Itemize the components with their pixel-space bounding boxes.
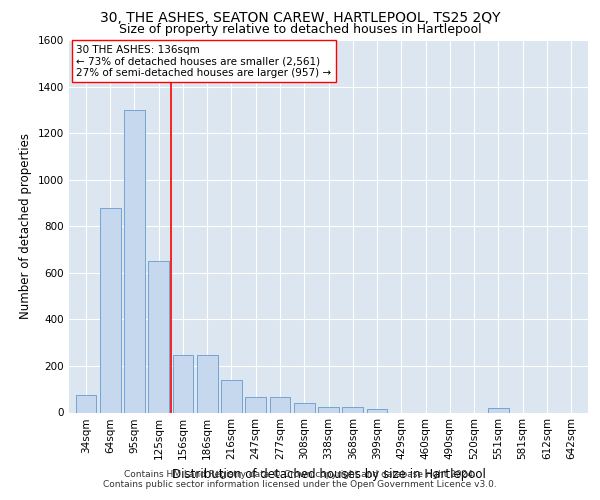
- Text: 30, THE ASHES, SEATON CAREW, HARTLEPOOL, TS25 2QY: 30, THE ASHES, SEATON CAREW, HARTLEPOOL,…: [100, 11, 500, 25]
- Text: Size of property relative to detached houses in Hartlepool: Size of property relative to detached ho…: [119, 22, 481, 36]
- Bar: [318, 406, 339, 412]
- Y-axis label: Number of detached properties: Number of detached properties: [19, 133, 32, 320]
- Bar: [488, 408, 509, 412]
- Bar: [148, 261, 169, 412]
- Bar: [124, 110, 145, 412]
- Bar: [221, 380, 242, 412]
- Bar: [245, 398, 266, 412]
- Bar: [294, 403, 314, 412]
- Bar: [76, 395, 96, 412]
- Text: Contains HM Land Registry data © Crown copyright and database right 2024.
Contai: Contains HM Land Registry data © Crown c…: [103, 470, 497, 489]
- Bar: [269, 398, 290, 412]
- Bar: [197, 356, 218, 412]
- Bar: [367, 409, 388, 412]
- Text: 30 THE ASHES: 136sqm
← 73% of detached houses are smaller (2,561)
27% of semi-de: 30 THE ASHES: 136sqm ← 73% of detached h…: [76, 44, 331, 78]
- X-axis label: Distribution of detached houses by size in Hartlepool: Distribution of detached houses by size …: [172, 468, 485, 481]
- Bar: [343, 406, 363, 412]
- Bar: [100, 208, 121, 412]
- Bar: [173, 356, 193, 412]
